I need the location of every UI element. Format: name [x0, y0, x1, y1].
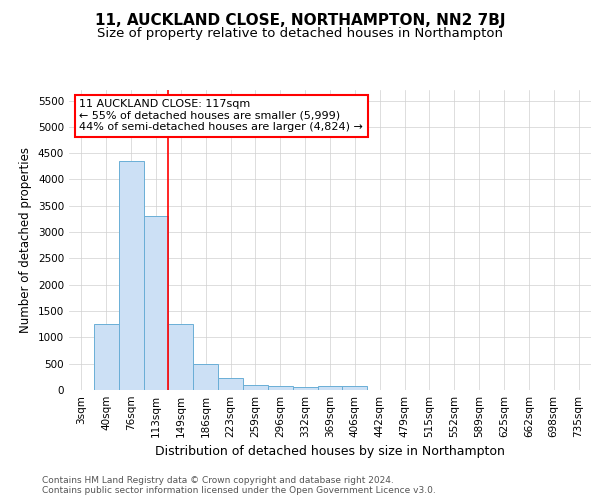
Bar: [193, 364, 218, 390]
Bar: [94, 324, 119, 390]
Bar: [119, 161, 143, 390]
Bar: [268, 386, 293, 390]
Bar: [143, 216, 169, 390]
Bar: [293, 388, 317, 390]
Bar: [317, 386, 343, 390]
Y-axis label: Number of detached properties: Number of detached properties: [19, 147, 32, 333]
Bar: [169, 324, 193, 390]
Text: 11 AUCKLAND CLOSE: 117sqm
← 55% of detached houses are smaller (5,999)
44% of se: 11 AUCKLAND CLOSE: 117sqm ← 55% of detac…: [79, 99, 364, 132]
Text: 11, AUCKLAND CLOSE, NORTHAMPTON, NN2 7BJ: 11, AUCKLAND CLOSE, NORTHAMPTON, NN2 7BJ: [95, 12, 505, 28]
Text: Contains HM Land Registry data © Crown copyright and database right 2024.
Contai: Contains HM Land Registry data © Crown c…: [42, 476, 436, 495]
Text: Size of property relative to detached houses in Northampton: Size of property relative to detached ho…: [97, 28, 503, 40]
Bar: [243, 384, 268, 390]
X-axis label: Distribution of detached houses by size in Northampton: Distribution of detached houses by size …: [155, 446, 505, 458]
Bar: [218, 378, 243, 390]
Bar: [343, 386, 367, 390]
